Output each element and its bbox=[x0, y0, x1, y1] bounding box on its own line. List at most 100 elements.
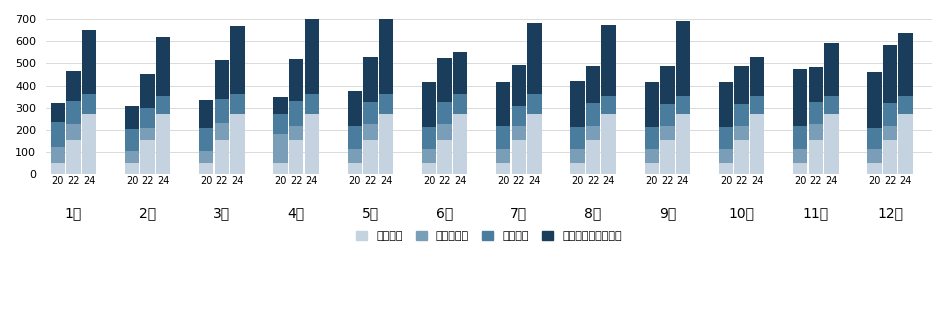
Bar bbox=[809, 140, 823, 174]
Bar bbox=[421, 163, 437, 174]
Bar bbox=[125, 151, 139, 163]
Bar bbox=[660, 104, 674, 126]
Bar bbox=[81, 30, 97, 95]
Bar bbox=[809, 124, 823, 140]
Bar bbox=[274, 114, 288, 134]
Bar bbox=[230, 26, 244, 95]
Bar bbox=[364, 140, 378, 174]
Bar bbox=[289, 101, 303, 126]
Bar bbox=[750, 114, 764, 174]
Bar bbox=[793, 149, 808, 163]
Bar bbox=[289, 126, 303, 140]
Bar bbox=[230, 95, 244, 114]
Bar bbox=[645, 127, 659, 149]
Bar bbox=[125, 163, 139, 174]
Bar bbox=[364, 124, 378, 140]
Bar bbox=[199, 100, 213, 128]
Bar bbox=[199, 128, 213, 151]
Bar bbox=[453, 114, 468, 174]
Bar bbox=[305, 19, 319, 95]
Bar bbox=[824, 95, 839, 114]
Bar bbox=[676, 21, 690, 95]
Bar bbox=[660, 126, 674, 140]
Bar bbox=[81, 95, 97, 114]
Bar bbox=[348, 126, 362, 149]
Bar bbox=[899, 95, 913, 114]
Bar bbox=[867, 163, 882, 174]
Bar bbox=[66, 140, 80, 174]
Bar bbox=[379, 18, 393, 95]
Bar bbox=[824, 114, 839, 174]
Bar bbox=[348, 91, 362, 126]
Bar bbox=[496, 163, 510, 174]
Bar bbox=[496, 126, 510, 149]
Bar bbox=[274, 163, 288, 174]
Bar bbox=[601, 25, 616, 95]
Bar bbox=[50, 147, 65, 163]
Bar bbox=[586, 140, 600, 174]
Bar bbox=[274, 134, 288, 163]
Bar bbox=[527, 95, 542, 114]
Bar bbox=[50, 122, 65, 147]
Bar bbox=[453, 52, 468, 95]
Bar bbox=[348, 149, 362, 163]
Bar bbox=[66, 124, 80, 140]
Bar bbox=[527, 23, 542, 95]
Bar bbox=[719, 82, 733, 127]
Bar bbox=[660, 66, 674, 104]
Bar bbox=[289, 140, 303, 174]
Bar bbox=[289, 59, 303, 101]
Bar bbox=[645, 149, 659, 163]
Bar bbox=[883, 140, 897, 174]
Bar bbox=[364, 102, 378, 124]
Bar bbox=[511, 126, 526, 140]
Bar bbox=[527, 114, 542, 174]
Bar bbox=[140, 140, 154, 174]
Bar bbox=[199, 151, 213, 163]
Bar bbox=[274, 97, 288, 114]
Bar bbox=[809, 102, 823, 124]
Bar bbox=[735, 126, 749, 140]
Bar bbox=[421, 82, 437, 127]
Bar bbox=[570, 127, 584, 149]
Bar bbox=[50, 103, 65, 122]
Bar bbox=[750, 95, 764, 114]
Bar bbox=[719, 163, 733, 174]
Bar bbox=[364, 57, 378, 102]
Bar bbox=[793, 69, 808, 126]
Bar bbox=[735, 140, 749, 174]
Bar bbox=[215, 140, 229, 174]
Bar bbox=[660, 140, 674, 174]
Bar bbox=[305, 114, 319, 174]
Bar bbox=[215, 60, 229, 99]
Bar bbox=[125, 129, 139, 151]
Bar bbox=[750, 57, 764, 95]
Bar bbox=[899, 114, 913, 174]
Bar bbox=[438, 140, 452, 174]
Bar bbox=[66, 101, 80, 124]
Bar bbox=[601, 114, 616, 174]
Bar bbox=[586, 103, 600, 126]
Bar bbox=[676, 95, 690, 114]
Bar bbox=[793, 163, 808, 174]
Bar bbox=[570, 149, 584, 163]
Bar bbox=[719, 149, 733, 163]
Bar bbox=[140, 108, 154, 128]
Bar bbox=[586, 126, 600, 140]
Bar bbox=[125, 105, 139, 129]
Bar bbox=[883, 103, 897, 126]
Bar bbox=[511, 140, 526, 174]
Bar bbox=[140, 75, 154, 108]
Bar bbox=[645, 82, 659, 127]
Bar bbox=[793, 126, 808, 149]
Bar bbox=[676, 114, 690, 174]
Bar bbox=[883, 126, 897, 140]
Bar bbox=[81, 114, 97, 174]
Bar bbox=[883, 44, 897, 103]
Bar bbox=[305, 95, 319, 114]
Bar bbox=[421, 127, 437, 149]
Bar bbox=[735, 66, 749, 104]
Bar bbox=[867, 128, 882, 149]
Bar bbox=[867, 72, 882, 128]
Bar bbox=[719, 127, 733, 149]
